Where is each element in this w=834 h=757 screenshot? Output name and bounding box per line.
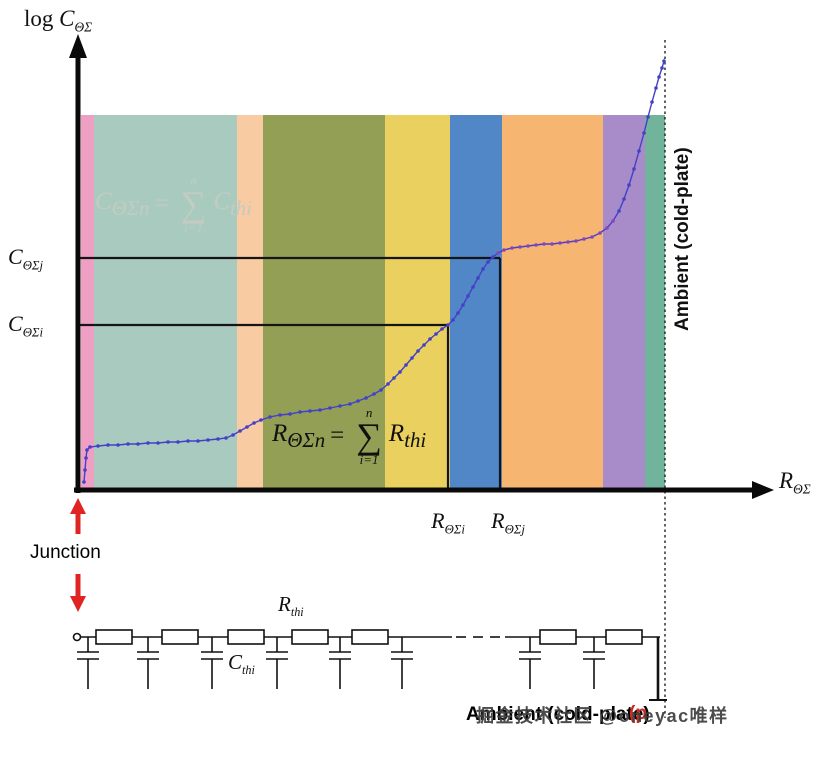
c-theta-sigma-j-label: CΘΣj [8,244,44,273]
y-axis-label: log CΘΣ [24,6,93,35]
ambient-side-label: Ambient (cold-plate) [672,147,693,331]
junction-label: Junction [30,542,101,563]
cumulative-resistance-formula: RΘΣn = n ∑ i=1 Rthi [272,405,427,468]
band-blue [450,115,502,490]
resistor-thi-label: Rthi [278,592,304,620]
r-theta-sigma-j-label: RΘΣj [491,508,525,537]
capacitor-thi-label: Cthi [228,650,255,678]
band-teal [94,115,237,490]
watermark: 掘金技术社区 @oneyac唯样 [476,706,729,726]
band-orange [502,115,603,490]
c-theta-sigma-i-label: CΘΣi [8,311,44,340]
band-pink [81,115,94,490]
sigma-symbol: ∑ [356,416,382,456]
cumulative-capacitance-formula: CΘΣn = n ∑ i=1 Cthi [95,173,252,236]
sigma-symbol: ∑ [180,184,207,224]
x-axis-label: RΘΣ [779,468,811,497]
watermark-red-fragment: (p [629,703,647,724]
r-theta-sigma-i-label: RΘΣi [431,508,465,537]
band-teal-2 [645,115,665,490]
band-peach [237,115,263,490]
ambient-bottom-label: Ambient (cold-plate) [466,704,650,725]
band-purple [603,115,645,490]
